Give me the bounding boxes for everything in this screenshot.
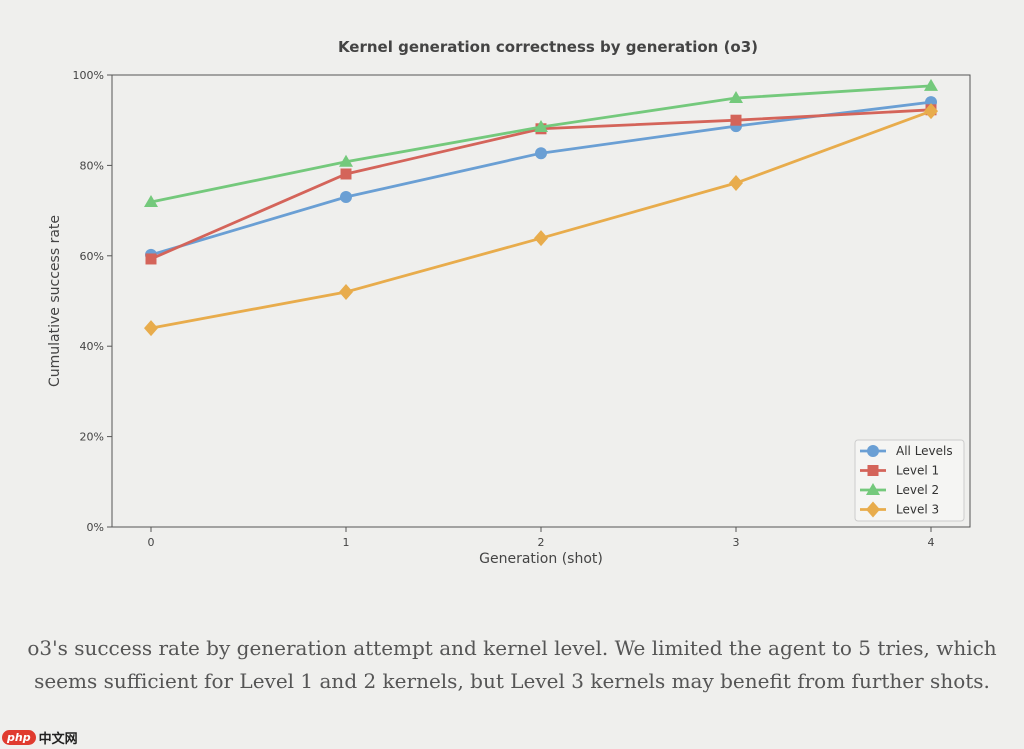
y-tick-label: 0% — [87, 521, 104, 534]
watermark-logo: php 中文网 — [2, 728, 78, 747]
data-point — [340, 168, 352, 180]
x-tick-label: 0 — [148, 536, 155, 549]
data-point — [340, 191, 352, 204]
chart-title: Kernel generation correctness by generat… — [338, 38, 758, 56]
legend-marker — [867, 465, 879, 476]
data-point — [729, 91, 743, 104]
y-tick-label: 100% — [73, 69, 104, 82]
x-tick-label: 3 — [733, 536, 740, 549]
y-tick-label: 60% — [80, 250, 104, 263]
legend-entry: Level 3 — [860, 501, 939, 518]
legend-label: Level 3 — [896, 503, 939, 517]
x-tick-label: 2 — [538, 536, 545, 549]
series-level-2 — [144, 78, 938, 208]
data-point — [144, 320, 158, 337]
data-point — [534, 230, 548, 247]
y-tick-label: 80% — [80, 159, 104, 172]
legend-box — [854, 439, 965, 522]
data-point — [339, 154, 353, 167]
data-point — [924, 103, 938, 120]
legend-entry: Level 1 — [860, 464, 939, 478]
legend-marker — [867, 445, 879, 457]
legend-label: Level 2 — [896, 483, 939, 497]
legend-entry: All Levels — [860, 444, 953, 458]
x-tick-label: 1 — [343, 536, 350, 549]
figure-caption: o3's success rate by generation attempt … — [27, 636, 997, 693]
data-point — [534, 119, 548, 132]
data-point — [730, 114, 742, 126]
series-level-3 — [144, 103, 938, 337]
data-point — [924, 78, 938, 91]
legend-label: All Levels — [896, 444, 953, 458]
legend-label: Level 1 — [896, 464, 939, 478]
series-line — [150, 84, 932, 204]
line-chart: Kernel generation correctness by generat… — [47, 38, 971, 567]
legend-marker — [866, 501, 880, 518]
x-tick-label: 4 — [928, 536, 935, 549]
data-point — [339, 283, 353, 300]
data-point — [729, 175, 743, 192]
data-point — [145, 253, 157, 265]
y-tick-label: 40% — [80, 340, 104, 353]
data-point — [535, 147, 547, 160]
x-axis-label: Generation (shot) — [479, 551, 603, 567]
legend-marker — [866, 483, 880, 495]
legend: All Levels Level 1 Level 2 Level 3 — [854, 439, 965, 522]
y-axis-label: Cumulative success rate — [47, 215, 63, 387]
y-tick-label: 20% — [80, 431, 104, 444]
legend-entry: Level 2 — [860, 483, 939, 497]
data-point — [144, 195, 158, 208]
